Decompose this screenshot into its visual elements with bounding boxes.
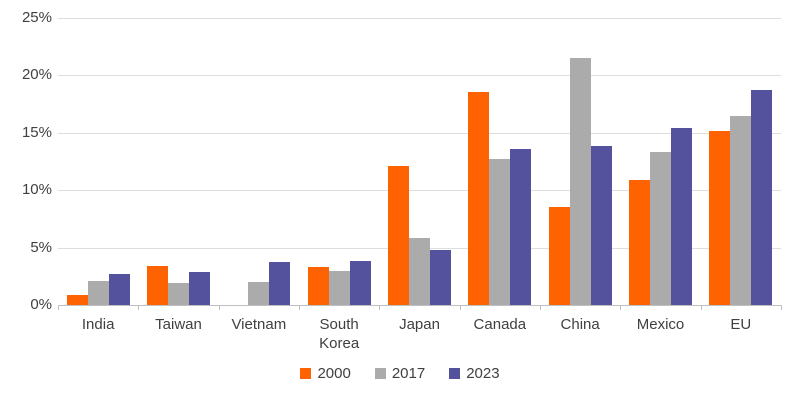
x-axis-label-china: China xyxy=(560,316,600,333)
bar-2017-taiwan xyxy=(168,283,189,305)
legend-swatch-2023 xyxy=(449,368,461,379)
x-axis-label-taiwan: Taiwan xyxy=(155,316,202,333)
x-axis-tick xyxy=(701,306,702,310)
legend-swatch-2017 xyxy=(374,368,386,379)
bar-2017-eu xyxy=(730,116,752,305)
y-axis-label-10-: 10% xyxy=(21,181,52,198)
bar-2023-india xyxy=(108,273,130,305)
bar-2000-china xyxy=(548,207,570,305)
x-axis-tick xyxy=(781,306,782,310)
legend: 2000 2017 2023 xyxy=(0,366,800,381)
bar-2023-eu xyxy=(751,89,773,305)
x-axis-tick xyxy=(219,306,220,310)
bar-2017-south-korea xyxy=(328,270,350,305)
x-axis-label-vietnam: Vietnam xyxy=(231,316,287,333)
gridline-10 xyxy=(58,190,781,191)
legend-swatch-2000 xyxy=(300,368,312,379)
bar-2000-canada xyxy=(468,92,490,305)
legend-item-2000: 2000 xyxy=(300,365,351,382)
bar-2000-taiwan xyxy=(147,265,168,305)
y-axis-label-15-: 15% xyxy=(21,123,52,141)
bar-2017-mexico xyxy=(650,152,671,305)
x-axis-tick xyxy=(299,306,300,310)
y-axis-label-0-: 0% xyxy=(30,296,52,313)
y-axis-label-5-: 5% xyxy=(30,238,52,256)
x-axis-line xyxy=(58,305,782,306)
bar-2000-eu xyxy=(709,131,731,305)
bar-2000-india xyxy=(66,294,88,305)
gridline-20 xyxy=(58,75,781,76)
x-axis-tick xyxy=(460,306,461,310)
x-axis-label-canada: Canada xyxy=(473,316,527,333)
x-axis-label-eu: EU xyxy=(730,316,752,333)
x-axis-label-mexico: Mexico xyxy=(636,316,685,333)
bar-2000-japan xyxy=(388,165,409,305)
y-axis-label-25-: 25% xyxy=(21,8,52,26)
bar-2017-india xyxy=(87,280,109,305)
bar-2023-china xyxy=(590,146,612,305)
y-axis-label-20-: 20% xyxy=(21,66,52,83)
legend-label-2017: 2017 xyxy=(391,365,426,382)
legend-item-2023: 2023 xyxy=(449,365,500,382)
x-axis-label-south-korea: South Korea xyxy=(319,316,360,352)
gridline-25 xyxy=(58,17,781,19)
bar-2017-china xyxy=(569,57,591,305)
legend-item-2017: 2017 xyxy=(374,365,426,382)
x-axis-tick xyxy=(620,306,621,310)
bar-2023-south-korea xyxy=(349,261,371,305)
bar-2017-vietnam xyxy=(248,282,270,305)
bar-2017-japan xyxy=(409,238,430,305)
gridline-15 xyxy=(58,132,781,134)
bar-2000-mexico xyxy=(629,179,650,305)
x-axis-tick xyxy=(540,306,541,310)
x-axis-label-japan: Japan xyxy=(399,316,440,333)
bar-2017-canada xyxy=(489,158,511,305)
x-axis-tick xyxy=(138,306,139,310)
bar-2000-south-korea xyxy=(307,267,329,305)
bar-2023-canada xyxy=(510,148,532,305)
bar-2023-taiwan xyxy=(189,271,210,305)
legend-label-2023: 2023 xyxy=(466,365,500,382)
bar-2023-mexico xyxy=(671,127,692,305)
x-axis-tick xyxy=(379,306,380,310)
x-axis-label-india: India xyxy=(81,316,115,333)
bar-2023-japan xyxy=(430,249,451,305)
bar-2023-vietnam xyxy=(269,262,291,305)
x-axis-tick xyxy=(58,306,59,310)
legend-label-2000: 2000 xyxy=(317,365,351,382)
